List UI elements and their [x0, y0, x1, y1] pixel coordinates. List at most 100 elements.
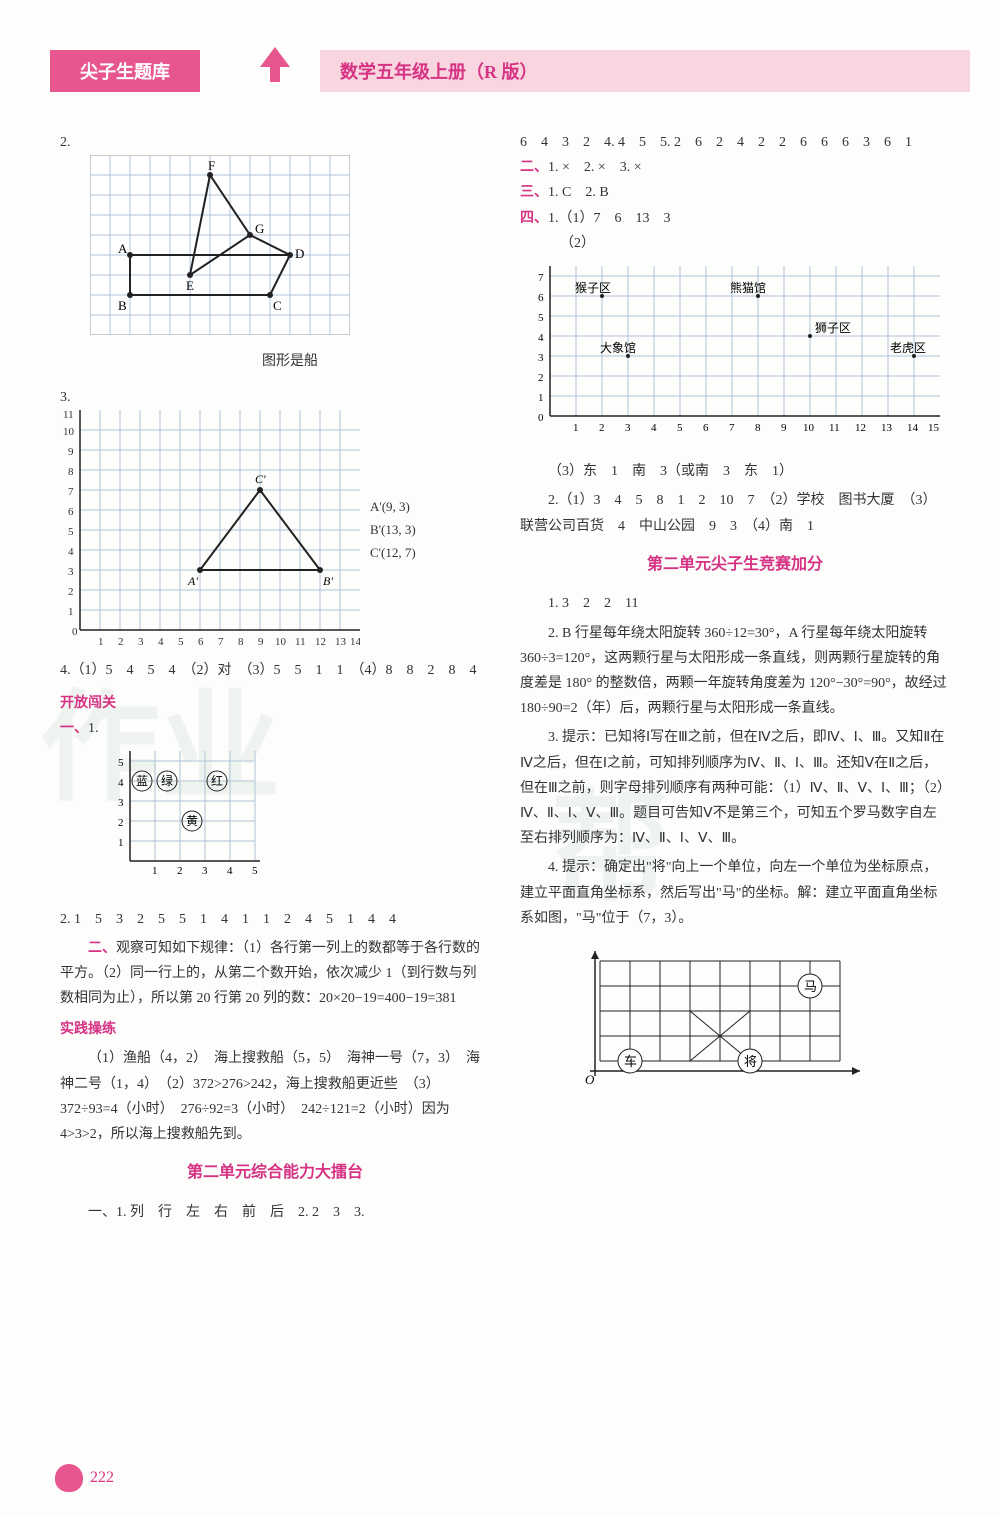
svg-text:A': A': [187, 574, 198, 588]
svg-text:8: 8: [755, 422, 761, 434]
svg-text:5: 5: [252, 865, 258, 877]
svg-text:11: 11: [829, 422, 840, 434]
right-column: 6 4 3 2 4. 4 5 5. 2 6 2 4 2 2 6 6 6 3 6 …: [520, 130, 950, 1229]
svg-text:0: 0: [72, 626, 78, 638]
line-top: 6 4 3 2 4. 4 5 5. 2 6 2 4 2 2 6 6 6 3 6 …: [520, 130, 950, 155]
svg-text:7: 7: [218, 636, 224, 648]
svg-text:E: E: [186, 278, 194, 293]
boat-chart: AB CD EF G: [90, 155, 350, 335]
section-practice: 实践操练: [60, 1017, 490, 1042]
svg-text:5: 5: [118, 757, 124, 769]
left-column: 2.: [60, 130, 490, 1229]
arrow-icon: [250, 42, 300, 92]
svg-text:红: 红: [211, 773, 223, 788]
svg-text:车: 车: [624, 1054, 637, 1069]
header-left-title: 尖子生题库: [50, 50, 200, 92]
svg-text:O: O: [585, 1072, 595, 1087]
svg-text:3: 3: [538, 352, 544, 364]
svg-text:4: 4: [651, 422, 657, 434]
section-contest: 第二单元尖子生竞赛加分: [520, 551, 950, 580]
para-c3: 3. 提示：已知将Ⅰ写在Ⅲ之前，但在Ⅳ之后，即Ⅳ、Ⅰ、Ⅲ。又知Ⅱ在Ⅳ之后，但在Ⅰ…: [520, 725, 950, 851]
svg-text:1: 1: [538, 392, 544, 404]
page-number: 222: [90, 1469, 114, 1487]
coord-b: B'(13, 3): [370, 518, 416, 541]
svg-text:9: 9: [781, 422, 787, 434]
svg-text:4: 4: [118, 777, 124, 789]
svg-text:绿: 绿: [161, 773, 173, 788]
colors-chart: 蓝 绿 红 黄 123 45 123 45: [100, 741, 270, 891]
line-c1: 1. 3 2 2 11: [520, 591, 950, 616]
line-test-1: 一、1. 列 行 左 右 前 后 2. 2 3 3.: [60, 1200, 490, 1225]
svg-text:13: 13: [881, 422, 893, 434]
svg-text:1: 1: [573, 422, 579, 434]
svg-text:5: 5: [538, 312, 544, 324]
coord-a: A'(9, 3): [370, 495, 416, 518]
line-zoo-3: （3）东 1 南 3（或南 3 东 1）: [520, 459, 950, 484]
svg-text:4: 4: [158, 636, 164, 648]
svg-text:3: 3: [68, 566, 74, 578]
svg-text:猴子区: 猴子区: [575, 281, 611, 295]
boat-caption: 图形是船: [90, 349, 490, 374]
section-test: 第二单元综合能力大擂台: [60, 1159, 490, 1188]
triangle-chart: A' B' C' 012 345 678 91011 121314 123 45…: [60, 410, 360, 650]
svg-text:10: 10: [803, 422, 815, 434]
svg-text:10: 10: [63, 426, 75, 438]
para-c2: 2. B 行星每年绕太阳旋转 360÷12=30°，A 行星每年绕太阳旋转 36…: [520, 621, 950, 722]
svg-text:B': B': [323, 574, 333, 588]
svg-text:G: G: [255, 221, 264, 236]
svg-text:5: 5: [68, 526, 74, 538]
q3-label: 3.: [60, 385, 490, 410]
svg-text:8: 8: [238, 636, 244, 648]
svg-text:大象馆: 大象馆: [600, 340, 636, 355]
svg-text:11: 11: [295, 636, 306, 648]
para-2: 二、观察可知如下规律：（1）各行第一列上的数都等于各行数的平方。（2）同一行上的…: [60, 936, 490, 1012]
line-zoo-2: 2.（1）3 4 5 8 1 2 10 7 （2）学校 图书大厦 （3）联营公司…: [520, 488, 950, 538]
page-header: 尖子生题库 数学五年级上册（R 版）: [0, 50, 1000, 100]
svg-text:6: 6: [703, 422, 709, 434]
svg-text:12: 12: [855, 422, 866, 434]
svg-text:0: 0: [538, 412, 544, 424]
svg-text:8: 8: [68, 466, 74, 478]
svg-text:2: 2: [599, 422, 605, 434]
svg-text:9: 9: [68, 446, 74, 458]
svg-text:黄: 黄: [186, 814, 198, 828]
svg-text:1: 1: [68, 606, 74, 618]
svg-text:7: 7: [538, 272, 544, 284]
svg-text:2: 2: [177, 865, 183, 877]
svg-text:C': C': [255, 472, 266, 486]
svg-text:将: 将: [744, 1054, 757, 1069]
svg-text:7: 7: [68, 486, 74, 498]
svg-text:13: 13: [335, 636, 347, 648]
svg-text:3: 3: [138, 636, 144, 648]
svg-text:15: 15: [928, 422, 940, 434]
svg-text:6: 6: [538, 292, 544, 304]
svg-text:5: 5: [178, 636, 184, 648]
svg-text:C: C: [273, 298, 282, 313]
zoo-chart: 猴子区 熊猫馆 大象馆 狮子区 老虎区 012 345 67 123 456 7…: [520, 256, 940, 446]
svg-text:4: 4: [538, 332, 544, 344]
svg-text:11: 11: [63, 410, 74, 421]
svg-text:6: 6: [198, 636, 204, 648]
chess-chart: 马 车 将 O: [580, 941, 860, 1101]
svg-text:1: 1: [152, 865, 158, 877]
svg-text:10: 10: [275, 636, 287, 648]
q2-label: 2.: [60, 130, 490, 155]
header-right-title: 数学五年级上册（R 版）: [320, 50, 970, 92]
apple-icon: [55, 1464, 83, 1492]
svg-text:2: 2: [68, 586, 74, 598]
section-open: 开放闯关: [60, 691, 490, 716]
svg-text:蓝: 蓝: [136, 774, 148, 788]
svg-text:D: D: [295, 246, 304, 261]
line-2-1: 2. 1 5 3 2 5 5 1 4 1 1 2 4 5 1 4 4: [60, 907, 490, 932]
svg-text:4: 4: [68, 546, 74, 558]
line-four: 四、1.（1）7 6 13 3: [520, 206, 950, 231]
svg-text:2: 2: [538, 372, 544, 384]
q4-text: 4.（1）5 4 5 4 （2）对 （3）5 5 1 1 （4）8 8 2 8 …: [60, 658, 490, 683]
svg-text:7: 7: [729, 422, 735, 434]
coord-c: C'(12, 7): [370, 541, 416, 564]
q-open-1: 一、1.: [60, 716, 490, 741]
svg-text:熊猫馆: 熊猫馆: [730, 280, 766, 295]
svg-text:F: F: [208, 158, 215, 173]
svg-text:狮子区: 狮子区: [815, 321, 851, 335]
triangle-coords: A'(9, 3) B'(13, 3) C'(12, 7): [370, 495, 416, 565]
